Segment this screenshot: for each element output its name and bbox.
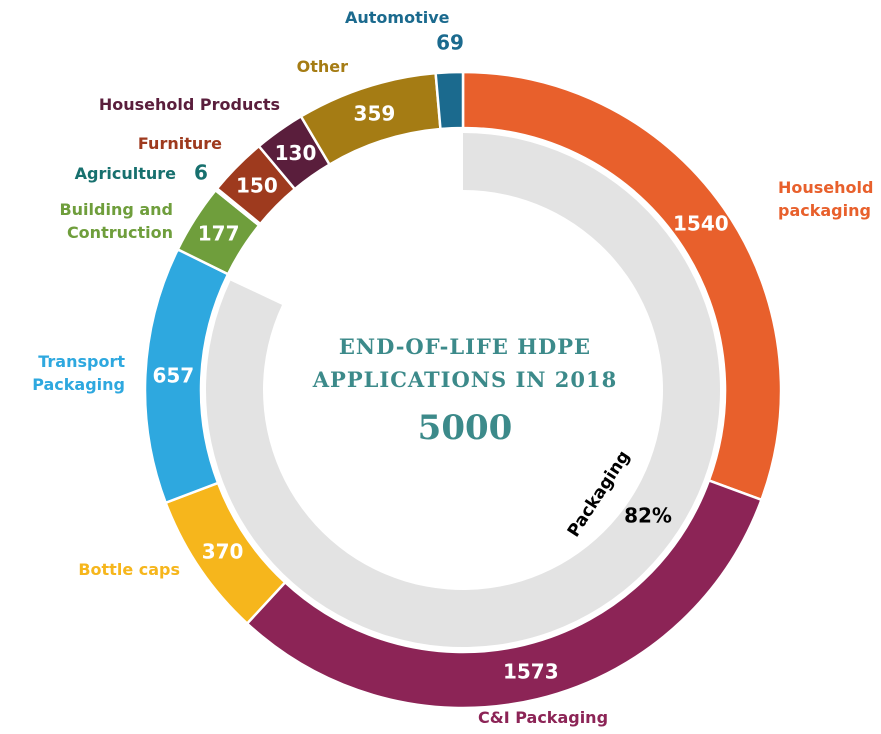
category-label: Transport Packaging (32, 352, 125, 394)
value-label: 69 (436, 31, 464, 55)
value-label: 1540 (673, 212, 729, 236)
category-label: Building and Contruction (59, 200, 173, 242)
value-label: 1573 (503, 659, 559, 683)
value-label: 359 (354, 101, 396, 125)
category-label: Bottle caps (78, 560, 180, 579)
category-label: Household packaging (778, 178, 874, 220)
segment (434, 70, 465, 131)
value-label: 6 (194, 161, 208, 185)
category-label: Furniture (137, 134, 222, 153)
value-label: 177 (198, 221, 240, 245)
category-label: Other (296, 57, 348, 76)
chart-title: END-OF-LIFE HDPE APPLICATIONS IN 2018 (312, 334, 618, 392)
value-label: 370 (202, 540, 244, 564)
inner-value: 82% (624, 504, 672, 528)
category-label: Household Products (98, 95, 280, 114)
category-label: Agriculture (74, 164, 176, 183)
category-label: Automotive (345, 8, 450, 27)
value-label: 150 (236, 173, 278, 197)
value-label: 130 (275, 141, 317, 165)
value-label: 657 (152, 364, 194, 388)
category-label: C&I Packaging (478, 708, 609, 727)
total: 5000 (417, 408, 513, 448)
